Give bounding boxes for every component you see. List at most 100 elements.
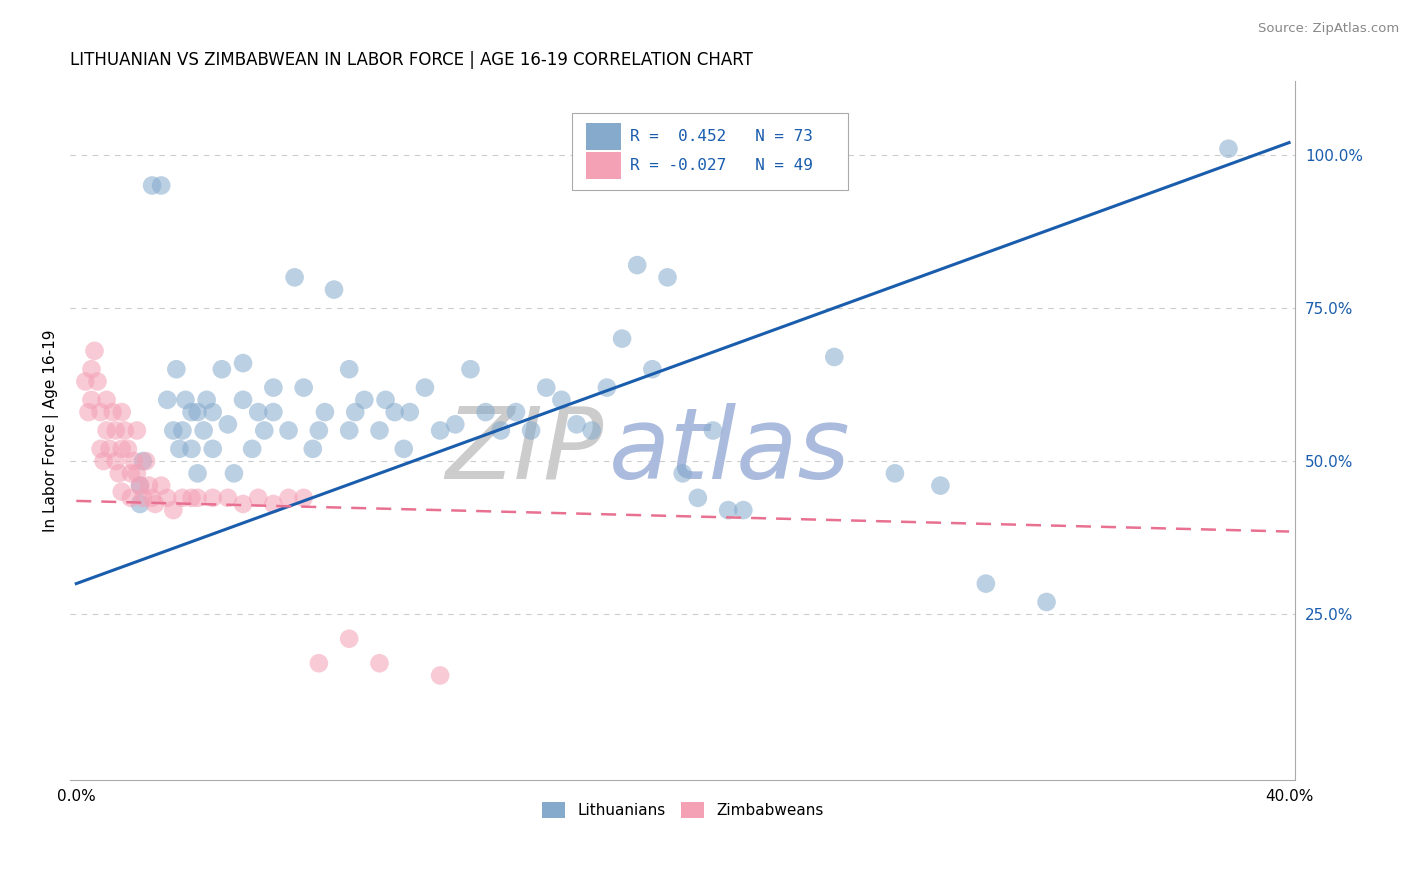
Point	[392, 442, 415, 456]
Point	[262, 405, 284, 419]
Point	[292, 381, 315, 395]
Point	[141, 491, 163, 505]
Point	[201, 491, 224, 505]
Point	[262, 497, 284, 511]
Point	[974, 576, 997, 591]
Point	[262, 381, 284, 395]
Point	[143, 497, 166, 511]
Point	[107, 467, 129, 481]
Point	[114, 424, 136, 438]
Point	[180, 405, 202, 419]
Point	[75, 375, 97, 389]
Point	[180, 442, 202, 456]
Point	[384, 405, 406, 419]
Point	[93, 454, 115, 468]
Point	[240, 442, 263, 456]
Point	[174, 392, 197, 407]
Point	[80, 392, 103, 407]
Point	[211, 362, 233, 376]
Point	[232, 392, 254, 407]
Point	[138, 478, 160, 492]
Point	[96, 392, 118, 407]
Point	[90, 442, 112, 456]
Point	[323, 283, 346, 297]
Y-axis label: In Labor Force | Age 16-19: In Labor Force | Age 16-19	[44, 329, 59, 532]
Point	[77, 405, 100, 419]
Point	[101, 405, 124, 419]
Point	[83, 343, 105, 358]
Point	[169, 442, 191, 456]
Point	[232, 356, 254, 370]
Point	[520, 424, 543, 438]
Point	[201, 405, 224, 419]
FancyBboxPatch shape	[586, 123, 621, 151]
Point	[292, 491, 315, 505]
Point	[686, 491, 709, 505]
Point	[104, 454, 127, 468]
Point	[156, 392, 179, 407]
Point	[565, 417, 588, 432]
Point	[596, 381, 619, 395]
Point	[217, 491, 239, 505]
Point	[308, 657, 330, 671]
Point	[187, 491, 209, 505]
FancyBboxPatch shape	[586, 152, 621, 179]
Point	[929, 478, 952, 492]
Point	[111, 484, 134, 499]
Point	[129, 478, 152, 492]
Point	[187, 467, 209, 481]
Point	[117, 442, 139, 456]
Point	[429, 424, 451, 438]
Text: LITHUANIAN VS ZIMBABWEAN IN LABOR FORCE | AGE 16-19 CORRELATION CHART: LITHUANIAN VS ZIMBABWEAN IN LABOR FORCE …	[70, 51, 754, 69]
Point	[505, 405, 527, 419]
Point	[217, 417, 239, 432]
Point	[132, 454, 155, 468]
Point	[672, 467, 695, 481]
Point	[232, 497, 254, 511]
Point	[610, 332, 633, 346]
Point	[125, 424, 148, 438]
Point	[156, 491, 179, 505]
Point	[353, 392, 375, 407]
Point	[444, 417, 467, 432]
Point	[129, 497, 152, 511]
Point	[172, 491, 194, 505]
Point	[368, 657, 391, 671]
Point	[337, 362, 360, 376]
Point	[702, 424, 724, 438]
Point	[129, 478, 152, 492]
Point	[120, 467, 142, 481]
Point	[150, 478, 173, 492]
Point	[247, 491, 270, 505]
Point	[641, 362, 664, 376]
Point	[657, 270, 679, 285]
Point	[120, 491, 142, 505]
Point	[222, 467, 245, 481]
Point	[337, 632, 360, 646]
Point	[162, 503, 184, 517]
Point	[125, 467, 148, 481]
Text: R = -0.027   N = 49: R = -0.027 N = 49	[630, 158, 813, 173]
Text: Source: ZipAtlas.com: Source: ZipAtlas.com	[1258, 22, 1399, 36]
Point	[337, 424, 360, 438]
Point	[398, 405, 420, 419]
Point	[132, 491, 155, 505]
Point	[195, 392, 218, 407]
Point	[489, 424, 512, 438]
Point	[717, 503, 740, 517]
Point	[429, 668, 451, 682]
Point	[172, 424, 194, 438]
Point	[460, 362, 482, 376]
Point	[247, 405, 270, 419]
Point	[413, 381, 436, 395]
Point	[111, 405, 134, 419]
Point	[344, 405, 367, 419]
Point	[550, 392, 572, 407]
Text: atlas: atlas	[609, 403, 851, 500]
Point	[98, 442, 121, 456]
Point	[474, 405, 496, 419]
FancyBboxPatch shape	[572, 112, 848, 190]
Point	[823, 350, 845, 364]
Point	[1218, 142, 1240, 156]
Point	[180, 491, 202, 505]
